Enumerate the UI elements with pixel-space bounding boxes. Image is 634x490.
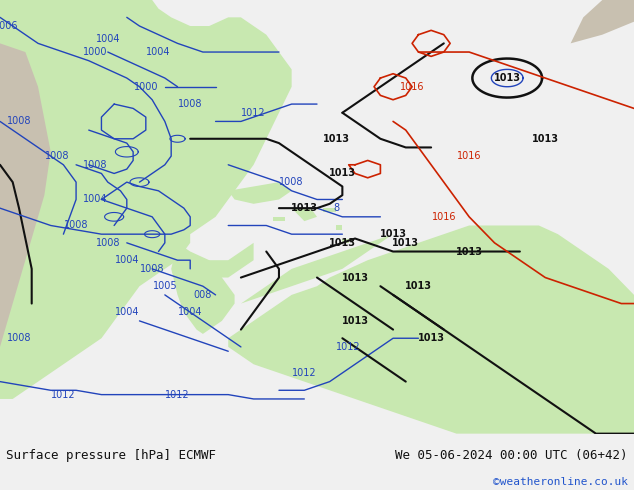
Polygon shape <box>342 239 349 243</box>
Polygon shape <box>98 312 111 317</box>
Text: 1008: 1008 <box>7 333 31 343</box>
Text: 1013: 1013 <box>380 229 406 239</box>
Text: Surface pressure [hPa] ECMWF: Surface pressure [hPa] ECMWF <box>6 448 216 462</box>
Text: 1013: 1013 <box>329 238 356 248</box>
Text: 1013: 1013 <box>342 316 368 326</box>
Text: 1012: 1012 <box>51 390 75 400</box>
Polygon shape <box>0 44 51 347</box>
Text: We 05-06-2024 00:00 UTC (06+42): We 05-06-2024 00:00 UTC (06+42) <box>395 448 628 462</box>
Polygon shape <box>571 0 634 44</box>
Text: 1013: 1013 <box>392 238 419 248</box>
Polygon shape <box>228 182 292 204</box>
Text: 1006: 1006 <box>0 21 18 31</box>
Text: 1004: 1004 <box>115 307 139 317</box>
Text: 1013: 1013 <box>456 246 482 257</box>
Text: 1013: 1013 <box>329 169 356 178</box>
Text: 1012: 1012 <box>292 368 316 378</box>
Text: 1016: 1016 <box>400 82 424 92</box>
Text: 1013: 1013 <box>291 203 318 213</box>
Text: 1013: 1013 <box>418 333 444 343</box>
Text: 1008: 1008 <box>83 160 107 170</box>
Text: 1000: 1000 <box>134 82 158 92</box>
Text: 1013: 1013 <box>323 134 349 144</box>
Text: ©weatheronline.co.uk: ©weatheronline.co.uk <box>493 477 628 487</box>
Polygon shape <box>273 217 285 221</box>
Text: 1012: 1012 <box>337 342 361 352</box>
Text: 1004: 1004 <box>83 195 107 204</box>
Text: 1004: 1004 <box>96 34 120 44</box>
Text: 1016: 1016 <box>432 212 456 222</box>
Text: 1008: 1008 <box>178 99 202 109</box>
Polygon shape <box>292 208 317 221</box>
Polygon shape <box>336 225 342 230</box>
Text: 1013: 1013 <box>405 281 432 291</box>
Text: 1016: 1016 <box>457 151 481 161</box>
Polygon shape <box>342 251 352 256</box>
Text: 1013: 1013 <box>494 73 521 83</box>
Polygon shape <box>228 225 634 434</box>
Text: 1008: 1008 <box>140 264 164 274</box>
Text: 1004: 1004 <box>115 255 139 265</box>
Text: 1000: 1000 <box>83 47 107 57</box>
Text: 1008: 1008 <box>64 220 88 230</box>
Text: 1004: 1004 <box>178 307 202 317</box>
Text: 1004: 1004 <box>146 47 171 57</box>
Text: 1008: 1008 <box>96 238 120 248</box>
Text: 1008: 1008 <box>45 151 69 161</box>
Text: 1012: 1012 <box>165 390 190 400</box>
Polygon shape <box>241 234 393 304</box>
Polygon shape <box>323 208 336 213</box>
Text: 1013: 1013 <box>342 272 368 283</box>
Text: 8: 8 <box>333 203 339 213</box>
Text: 1013: 1013 <box>532 134 559 144</box>
Text: 008: 008 <box>194 290 212 300</box>
Text: 1008: 1008 <box>7 117 31 126</box>
Polygon shape <box>0 0 292 399</box>
Text: 1008: 1008 <box>280 177 304 187</box>
Text: 1012: 1012 <box>242 108 266 118</box>
Polygon shape <box>190 243 254 277</box>
Polygon shape <box>171 243 235 334</box>
Text: 1005: 1005 <box>153 281 177 291</box>
